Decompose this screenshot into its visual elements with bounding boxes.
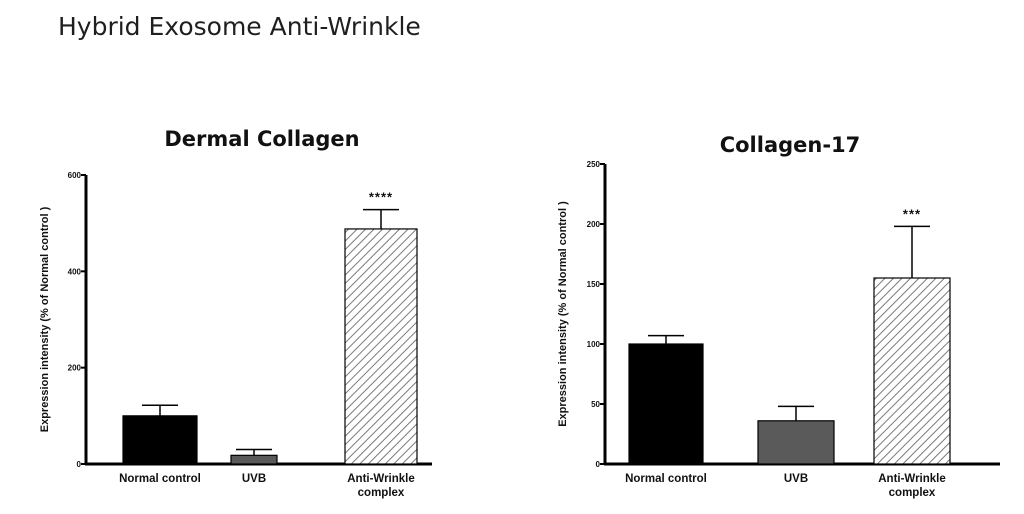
chart2-y-tick-label: 100 <box>587 340 601 349</box>
chart1-y-axis-label: Expression intensity (% of Normal contro… <box>39 206 51 432</box>
chart1-category-label: complex <box>358 487 405 499</box>
chart2-y-axis-label: Expression intensity (% of Normal contro… <box>557 201 569 427</box>
chart2-y-tick-label: 200 <box>587 220 601 229</box>
chart1-category-label: Anti-Wrinkle <box>347 473 415 485</box>
chart2-y-tick-label: 0 <box>596 460 601 469</box>
chart1-y-tick-label: 400 <box>68 267 82 276</box>
slide-title: Hybrid Exosome Anti-Wrinkle <box>58 12 421 41</box>
chart1-bar <box>230 454 278 465</box>
chart1-category-label: Normal control <box>119 473 201 485</box>
chart2-category-label: UVB <box>784 473 808 485</box>
chart2-y-tick-label: 150 <box>587 280 601 289</box>
chart1-group: Dermal Collagen Expression intensity (% o… <box>39 127 432 499</box>
chart2-y-tick-label: 50 <box>591 400 600 409</box>
chart2-category-label: Anti-Wrinkle <box>878 473 946 485</box>
chart1-category-label: UVB <box>242 473 266 485</box>
chart1-bar <box>344 228 418 465</box>
chart1-y-tick-label: 200 <box>68 364 82 373</box>
chart1-y-tick-label: 600 <box>68 171 82 180</box>
chart2-category-label: complex <box>889 487 936 499</box>
chart1-y-tick-label: 0 <box>77 460 82 469</box>
chart2-title: Collagen-17 <box>720 133 861 157</box>
chart2-bar <box>757 420 835 465</box>
chart1-title: Dermal Collagen <box>164 127 359 151</box>
chart2-y-tick-label: 250 <box>587 160 601 169</box>
chart2-significance-label: *** <box>903 206 921 221</box>
chart1-bar <box>122 415 198 465</box>
chart2-bar <box>873 277 951 465</box>
chart1-significance-label: **** <box>369 190 393 205</box>
chart2-group: Collagen-17 Expression intensity (% of No… <box>557 133 1000 499</box>
chart2-category-label: Normal control <box>625 473 707 485</box>
chart2-bar <box>628 343 704 465</box>
